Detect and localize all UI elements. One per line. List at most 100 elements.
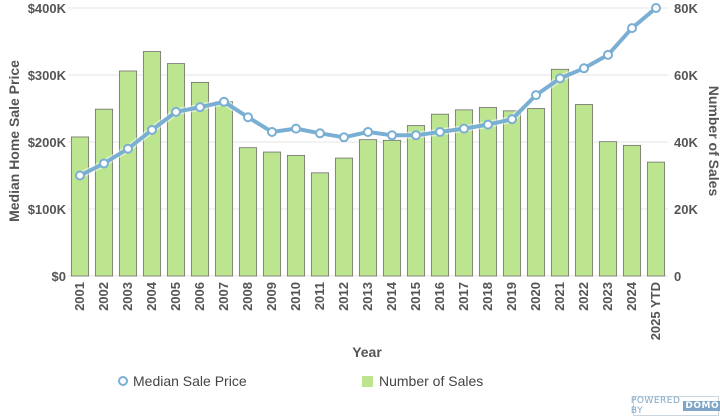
price-point[interactable]: [195, 102, 205, 113]
legend: Median Sale Price Number of Sales: [118, 373, 483, 389]
price-point[interactable]: [171, 106, 181, 117]
left-tick-label: $0: [52, 269, 66, 284]
x-tick-label: 2023: [600, 282, 615, 311]
sales-bar[interactable]: [478, 107, 498, 277]
price-point[interactable]: [651, 3, 661, 13]
price-point[interactable]: [243, 112, 253, 123]
sales-bar[interactable]: [94, 108, 114, 277]
right-tick-label: 0: [674, 269, 681, 284]
x-tick-label: 2012: [336, 282, 351, 311]
sales-bars: [70, 51, 666, 277]
x-tick-label: 2025 YTD: [648, 282, 663, 340]
powered-by-badge[interactable]: POWERED BY DOMO: [630, 396, 720, 416]
x-tick-label: 2021: [552, 282, 567, 311]
sales-bar[interactable]: [262, 151, 282, 277]
price-point[interactable]: [459, 123, 469, 134]
legend-sales-swatch: [362, 376, 373, 387]
x-tick-label: 2001: [72, 282, 87, 311]
x-tick-label: 2009: [264, 282, 279, 311]
price-point[interactable]: [75, 170, 85, 181]
x-tick-label: 2013: [360, 282, 375, 311]
sales-bar[interactable]: [142, 51, 162, 277]
sales-bar[interactable]: [334, 157, 354, 277]
x-tick-label: 2006: [192, 282, 207, 311]
sales-bar[interactable]: [118, 70, 138, 277]
price-point[interactable]: [435, 126, 445, 137]
sales-bar[interactable]: [190, 81, 210, 277]
price-point[interactable]: [411, 130, 421, 141]
price-point[interactable]: [483, 119, 493, 130]
x-tick-label: 2020: [528, 282, 543, 311]
x-tick-label: 2005: [168, 282, 183, 311]
sales-bar[interactable]: [382, 139, 402, 277]
left-tick-label: $300K: [28, 68, 67, 83]
x-tick-label: 2010: [288, 282, 303, 311]
price-point[interactable]: [603, 49, 613, 60]
right-axis-ticks: 0 20K 40K 60K 80K: [674, 1, 698, 284]
price-point[interactable]: [339, 132, 349, 143]
x-tick-label: 2008: [240, 282, 255, 311]
sales-bar[interactable]: [310, 172, 330, 277]
sales-bar[interactable]: [598, 141, 618, 277]
price-point[interactable]: [555, 73, 565, 84]
sales-bar[interactable]: [622, 144, 642, 277]
price-line: [75, 3, 661, 181]
sales-bar[interactable]: [646, 161, 666, 277]
left-axis-ticks: $0 $100K $200K $300K $400K: [28, 1, 67, 284]
x-axis-ticks: 2001 2002 2003 2004 2005 2006 2007 2008 2009 2010…: [72, 281, 663, 340]
sales-bar[interactable]: [214, 101, 234, 277]
sales-bar[interactable]: [454, 109, 474, 277]
x-tick-label: 2019: [504, 282, 519, 311]
x-tick-label: 2014: [384, 281, 399, 311]
sales-bar[interactable]: [238, 147, 258, 277]
x-tick-label: 2015: [408, 282, 423, 311]
price-point[interactable]: [507, 114, 517, 125]
price-point[interactable]: [627, 23, 637, 34]
price-point[interactable]: [387, 130, 397, 141]
x-tick-label: 2018: [480, 282, 495, 311]
sales-bar[interactable]: [70, 136, 90, 277]
price-point[interactable]: [531, 90, 541, 101]
price-point[interactable]: [147, 124, 157, 135]
sales-bar[interactable]: [406, 125, 426, 277]
left-axis-title: Median Home Sale Price: [6, 60, 22, 222]
price-point[interactable]: [315, 128, 325, 139]
legend-sales-label: Number of Sales: [379, 373, 483, 389]
price-point[interactable]: [267, 126, 277, 137]
legend-price-label: Median Sale Price: [133, 373, 247, 389]
legend-item-price[interactable]: Median Sale Price: [118, 373, 247, 389]
price-point[interactable]: [363, 126, 373, 137]
price-point[interactable]: [219, 96, 229, 107]
right-tick-label: 40K: [674, 135, 698, 150]
left-tick-label: $200K: [28, 135, 67, 150]
price-point[interactable]: [579, 63, 589, 74]
sales-bar[interactable]: [550, 68, 570, 277]
sales-bar[interactable]: [166, 63, 186, 277]
price-point[interactable]: [123, 143, 133, 154]
right-axis-title: Number of Sales: [706, 86, 720, 197]
sales-bar[interactable]: [502, 110, 522, 277]
legend-item-sales[interactable]: Number of Sales: [362, 373, 483, 389]
x-tick-label: 2003: [120, 282, 135, 311]
sales-bar[interactable]: [358, 139, 378, 277]
sales-bar[interactable]: [526, 108, 546, 277]
badge-prefix: POWERED BY: [630, 396, 681, 416]
sales-bar[interactable]: [286, 154, 306, 277]
badge-brand: DOMO: [683, 401, 720, 411]
right-tick-label: 60K: [674, 68, 698, 83]
x-tick-label: 2016: [432, 282, 447, 311]
x-tick-label: 2011: [312, 282, 327, 310]
legend-price-marker: [118, 376, 128, 386]
x-tick-label: 2007: [216, 282, 231, 311]
price-point[interactable]: [291, 123, 301, 134]
x-tick-label: 2002: [96, 282, 111, 311]
right-tick-label: 80K: [674, 1, 698, 16]
left-tick-label: $400K: [28, 1, 67, 16]
x-tick-label: 2024: [624, 281, 639, 311]
sales-bar[interactable]: [574, 104, 594, 277]
x-axis-title: Year: [352, 344, 382, 360]
right-tick-label: 20K: [674, 202, 698, 217]
price-point[interactable]: [99, 158, 109, 169]
sales-bar[interactable]: [430, 113, 450, 277]
